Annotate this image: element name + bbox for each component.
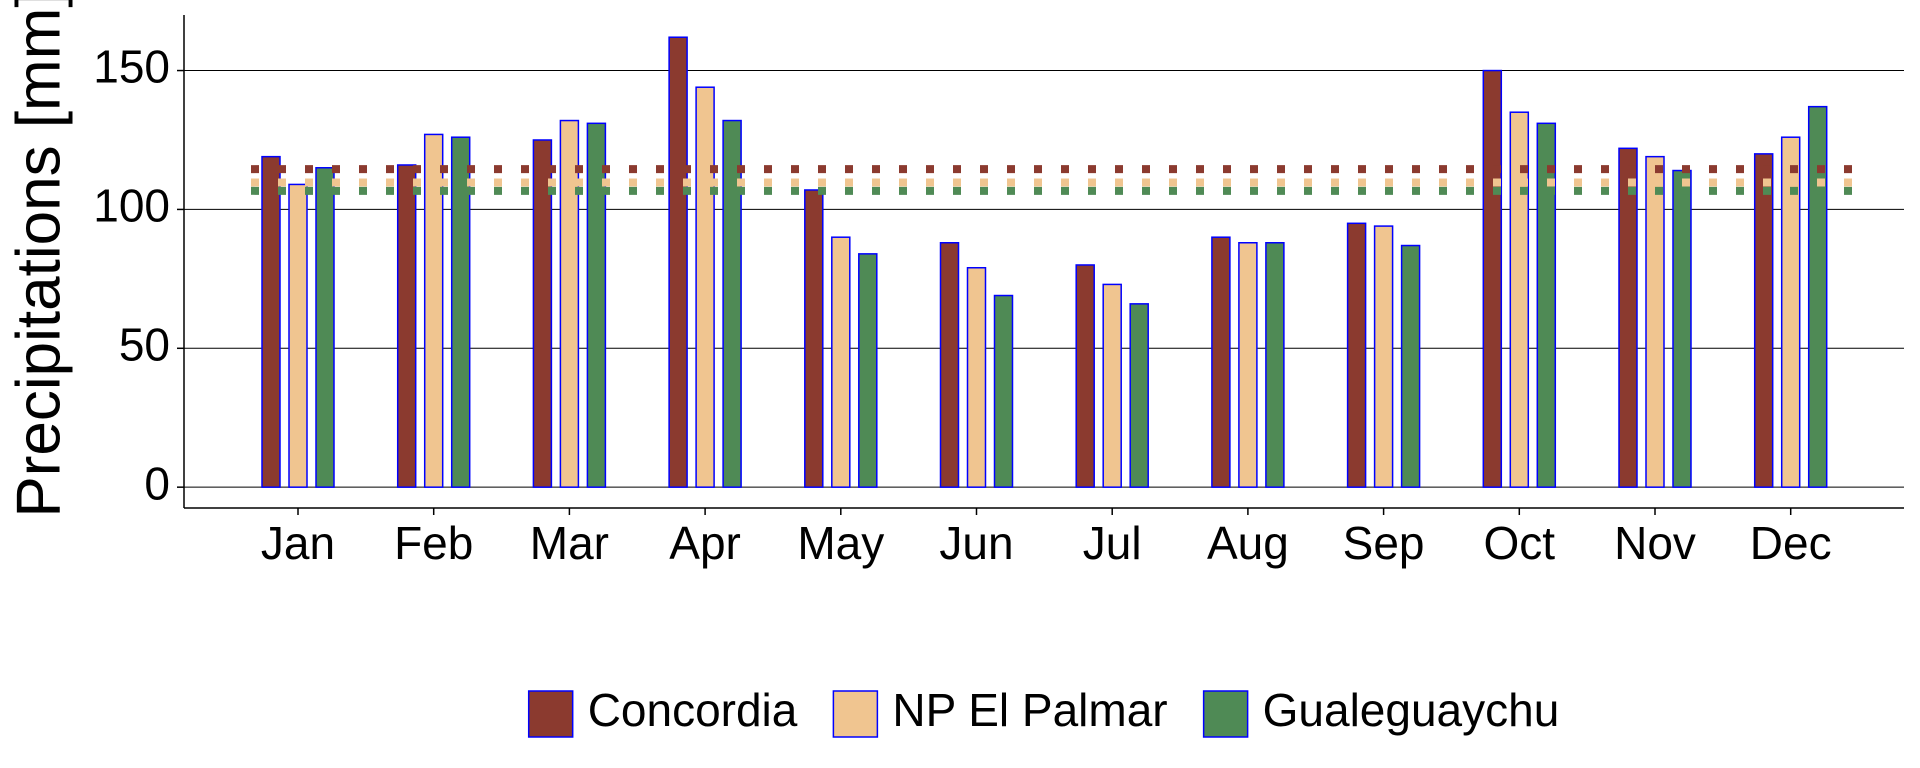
- y-tick-label: 0: [144, 457, 170, 509]
- bar: [1509, 111, 1530, 488]
- legend-swatch: [527, 690, 574, 738]
- y-tick-label: 100: [93, 180, 170, 232]
- bar: [1753, 153, 1774, 488]
- x-tick-label: Sep: [1343, 517, 1425, 569]
- x-tick-label: Aug: [1207, 517, 1289, 569]
- bar: [288, 183, 308, 488]
- x-tick-label: Jul: [1083, 517, 1142, 569]
- legend-label: Concordia: [588, 684, 798, 736]
- x-tick-label: Dec: [1750, 517, 1832, 569]
- bar: [1075, 264, 1095, 488]
- bar: [1536, 122, 1557, 488]
- bar: [695, 86, 715, 488]
- y-tick-label: 150: [93, 41, 170, 93]
- bar: [1265, 242, 1285, 488]
- bar: [1618, 147, 1638, 488]
- x-tick-label: Nov: [1614, 517, 1696, 569]
- y-tick-label: 50: [119, 318, 170, 370]
- bar: [804, 189, 824, 488]
- bar: [423, 133, 444, 488]
- bar: [532, 139, 553, 488]
- bar: [1645, 155, 1665, 488]
- bar: [966, 266, 987, 488]
- legend-swatch: [1202, 690, 1249, 738]
- bar: [1672, 169, 1692, 488]
- legend-label: Gualeguaychu: [1263, 684, 1560, 736]
- bar: [315, 167, 335, 488]
- y-axis-label: Precipitations [mm]: [4, 0, 73, 518]
- x-tick-label: Mar: [530, 517, 609, 569]
- bar: [1129, 303, 1149, 488]
- bar: [1807, 105, 1828, 488]
- bar: [993, 294, 1014, 488]
- x-tick-label: Jan: [261, 517, 335, 569]
- bar: [1238, 242, 1258, 488]
- x-tick-label: Jun: [939, 517, 1013, 569]
- bar: [939, 242, 960, 488]
- x-tick-label: Feb: [394, 517, 473, 569]
- bar: [396, 164, 417, 488]
- bar: [1780, 136, 1801, 488]
- bar: [559, 119, 580, 488]
- bar: [722, 119, 742, 488]
- bar: [1346, 222, 1367, 488]
- bar: [1102, 283, 1122, 488]
- bar: [1211, 236, 1231, 488]
- x-tick-label: Oct: [1484, 517, 1556, 569]
- x-tick-label: May: [797, 517, 884, 569]
- legend-label: NP El Palmar: [892, 684, 1167, 736]
- x-tick-label: Apr: [669, 517, 741, 569]
- bar: [831, 236, 851, 488]
- bar: [858, 253, 878, 488]
- bar: [450, 136, 471, 488]
- bar: [668, 36, 688, 488]
- bar: [1482, 69, 1503, 488]
- legend-swatch: [832, 690, 879, 738]
- bar: [261, 155, 281, 488]
- bar: [586, 122, 607, 488]
- bar: [1373, 225, 1394, 488]
- bar: [1400, 244, 1421, 488]
